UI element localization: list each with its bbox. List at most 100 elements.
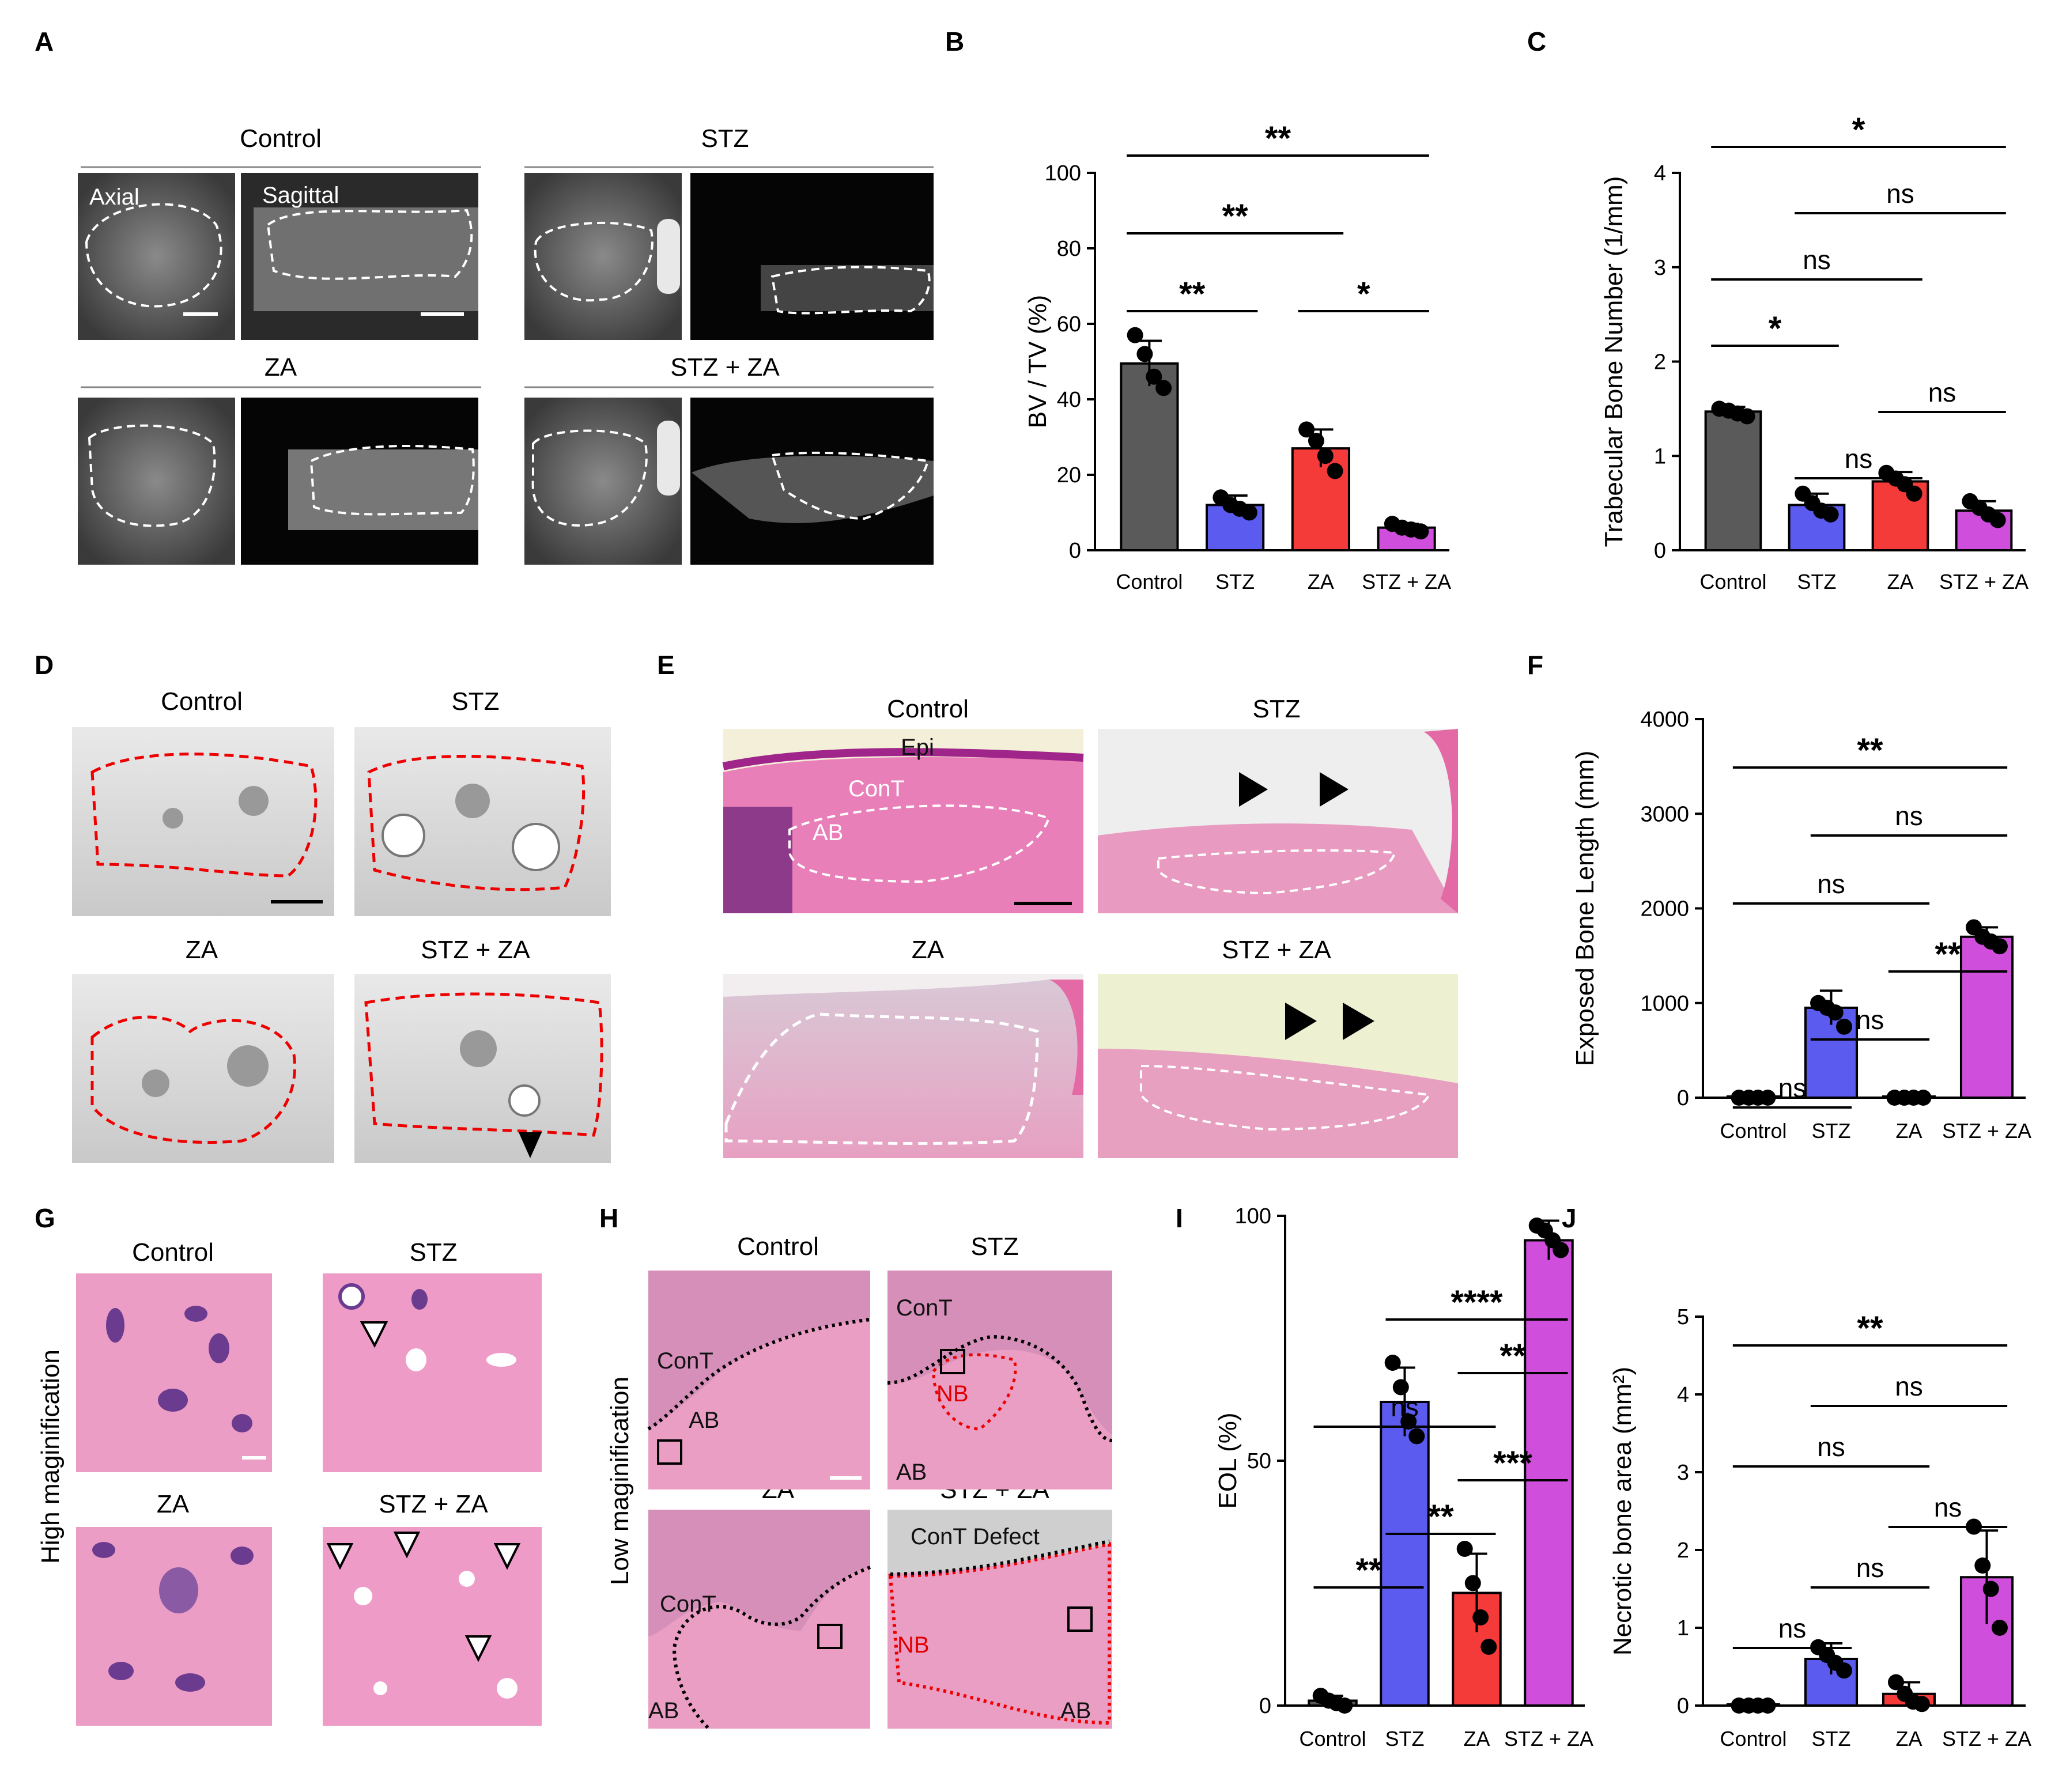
data-point xyxy=(1835,1018,1852,1035)
label-h-cont-defect: ConT Defect xyxy=(911,1524,1040,1549)
y-axis-title-f: Exposed Bone Length (mm) xyxy=(1571,751,1599,1067)
y-tick-label: 100 xyxy=(1045,161,1081,186)
y-tick-label: 80 xyxy=(1057,237,1081,261)
label-h-nb-stz-za: NB xyxy=(897,1632,930,1658)
data-point xyxy=(1155,380,1172,396)
label-h-ab-control: AB xyxy=(689,1408,719,1433)
y-tick-label: 2 xyxy=(1654,350,1666,375)
label-epi: Epi xyxy=(901,735,934,760)
significance-label: ** xyxy=(1265,120,1291,157)
panel-letter-f: F xyxy=(1527,650,1543,680)
y-tick-label: 3000 xyxy=(1640,802,1689,826)
y-tick-label: 1 xyxy=(1654,444,1666,468)
panel-g-title-control: Control xyxy=(132,1238,214,1267)
category-label: Control xyxy=(1699,570,1766,593)
data-point xyxy=(1915,1090,1932,1106)
render-image-control xyxy=(72,727,334,916)
chart-b: B 0 20 40 60 80 100 BV / TV (%) Control STZ ZA STZ … xyxy=(945,27,1451,593)
ct-image-stz-za-axial xyxy=(524,398,682,565)
panel-e-title-stz: STZ xyxy=(1252,695,1300,723)
data-point xyxy=(1759,1698,1776,1714)
category-label: STZ + ZA xyxy=(1504,1727,1593,1751)
y-tick-label: 40 xyxy=(1057,388,1081,412)
y-tick-label: 1000 xyxy=(1640,992,1689,1016)
data-point xyxy=(1759,1090,1776,1106)
significance-label: ns xyxy=(1895,801,1923,831)
bar-i-1 xyxy=(1380,1401,1430,1707)
data-point xyxy=(1327,463,1343,479)
panel-d-title-stz-za: STZ + ZA xyxy=(421,936,530,964)
data-point xyxy=(1480,1639,1497,1655)
y-tick-label: 2000 xyxy=(1640,897,1689,921)
panel-a: A Control STZ ZA STZ + ZA Axial Sagittal xyxy=(35,27,934,565)
category-label: STZ xyxy=(1797,570,1837,593)
panel-letter-d: D xyxy=(35,650,54,680)
data-point xyxy=(1336,1698,1353,1714)
panel-g-row-label: High maginification xyxy=(36,1349,65,1564)
ct-image-stz-za-sagittal xyxy=(690,398,934,565)
y-tick-label: 0 xyxy=(1069,539,1081,563)
he-low-stz xyxy=(887,1271,1113,1489)
y-axis-title-c: Trabecular Bone Number (1/mm) xyxy=(1600,176,1628,547)
y-tick-label: 50 xyxy=(1247,1449,1271,1473)
significance-label: ns xyxy=(1934,1492,1962,1522)
data-point xyxy=(1835,1662,1852,1679)
data-point xyxy=(1241,504,1257,521)
label-h-ab-za: AB xyxy=(648,1698,679,1723)
ct-image-stz-axial xyxy=(524,173,682,340)
y-tick-label: 4000 xyxy=(1640,708,1689,732)
data-point xyxy=(1456,1541,1473,1557)
panel-a-title-control: Control xyxy=(240,124,322,153)
data-point xyxy=(1412,523,1429,540)
category-label: Control xyxy=(1116,570,1183,593)
he-image-za xyxy=(723,974,1083,1158)
chart-f: F 0 1000 2000 3000 4000 Exposed Bone Length (m… xyxy=(1527,650,2031,1143)
label-cont: ConT xyxy=(848,776,905,802)
panel-letter-g: G xyxy=(35,1203,55,1233)
category-label: ZA xyxy=(1895,1119,1922,1143)
data-point xyxy=(1308,433,1324,449)
ct-image-za-axial xyxy=(78,398,235,565)
significance-label: ** xyxy=(1857,732,1883,769)
data-point xyxy=(1136,346,1153,362)
panel-h-title-stz: STZ xyxy=(970,1233,1018,1261)
he-low-za xyxy=(648,1510,871,1730)
y-tick-label: 0 xyxy=(1259,1694,1271,1718)
panel-d: D Control STZ ZA STZ + ZA xyxy=(35,650,611,1163)
view-label-sagittal: Sagittal xyxy=(262,183,339,208)
panel-g: G Control STZ ZA STZ + ZA High maginific… xyxy=(35,1203,542,1726)
label-h-nb-stz: NB xyxy=(936,1381,969,1407)
y-axis-title-j: Necrotic bone area (mm²) xyxy=(1608,1367,1637,1655)
panel-g-title-stz: STZ xyxy=(409,1238,457,1267)
panel-e: E Control STZ ZA STZ + ZA Epi ConT AB xyxy=(657,650,1458,1158)
panel-letter-c: C xyxy=(1527,27,1546,56)
label-h-cont-control: ConT xyxy=(657,1348,713,1374)
he-image-stz xyxy=(1098,729,1458,913)
category-label: STZ xyxy=(1385,1727,1425,1751)
panel-h-row-label: Low maginification xyxy=(606,1377,634,1585)
category-label: Control xyxy=(1299,1727,1366,1751)
panel-d-title-control: Control xyxy=(161,687,243,716)
panel-d-title-za: ZA xyxy=(186,936,218,964)
data-point xyxy=(1408,1428,1425,1445)
category-label: ZA xyxy=(1895,1727,1922,1751)
label-h-ab-stz-za: AB xyxy=(1060,1698,1091,1723)
panel-h: H Control STZ ZA STZ + ZA Low maginifica… xyxy=(599,1203,1113,1730)
category-label: ZA xyxy=(1463,1727,1490,1751)
category-label: STZ + ZA xyxy=(1939,570,2029,593)
data-point xyxy=(1146,368,1162,385)
y-tick-label: 0 xyxy=(1677,1694,1689,1718)
label-h-cont-stz: ConT xyxy=(896,1295,953,1321)
panel-e-title-stz-za: STZ + ZA xyxy=(1222,936,1331,964)
y-axis-title-i: EOL (%) xyxy=(1214,1412,1242,1509)
significance-label: *** xyxy=(1493,1445,1532,1482)
significance-label: ns xyxy=(1856,1005,1884,1035)
category-label: STZ + ZA xyxy=(1942,1119,2031,1143)
panel-letter-e: E xyxy=(657,650,675,680)
significance-label: * xyxy=(1357,275,1370,313)
significance-label: ns xyxy=(1856,1553,1884,1583)
significance-label: ns xyxy=(1817,869,1845,899)
data-point xyxy=(1464,1575,1481,1591)
